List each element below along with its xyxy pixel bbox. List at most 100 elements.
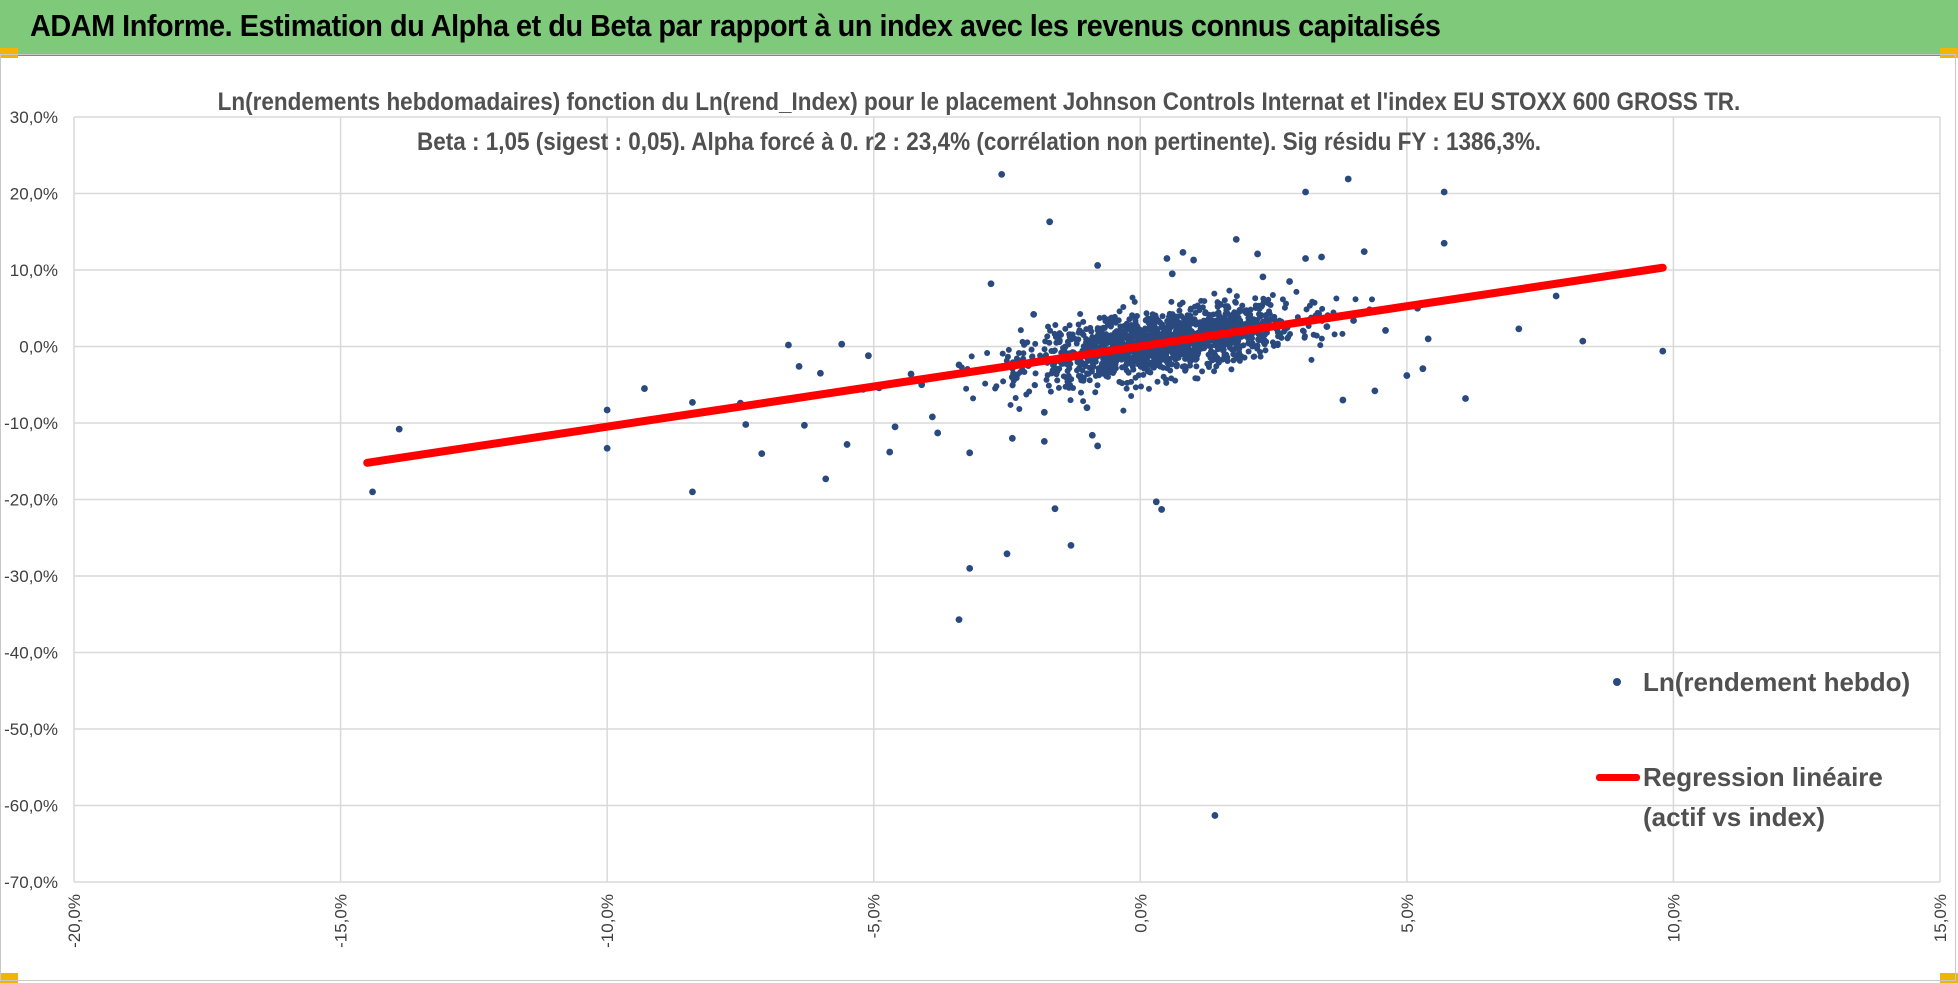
data-point (1179, 249, 1187, 256)
data-point (1173, 361, 1180, 368)
data-point (1202, 309, 1209, 316)
data-point (1080, 318, 1087, 325)
data-point (1045, 323, 1052, 330)
data-point (1020, 350, 1027, 357)
y-tick-label: 0,0% (19, 338, 58, 357)
data-point (1131, 351, 1138, 358)
data-point (1318, 253, 1325, 261)
data-point (1098, 333, 1105, 340)
data-point (1107, 323, 1114, 330)
data-point (1083, 326, 1090, 333)
data-point (1228, 366, 1235, 373)
data-point (1052, 334, 1059, 341)
data-point (1000, 378, 1007, 385)
data-point (1169, 322, 1176, 329)
data-point (1218, 324, 1225, 331)
data-point (1079, 367, 1086, 374)
data-point (1157, 353, 1164, 360)
data-point (1110, 336, 1117, 343)
data-point (641, 385, 648, 392)
data-point (934, 429, 942, 437)
data-point (1166, 310, 1173, 317)
data-point (1108, 355, 1115, 362)
y-tick-label: -50,0% (4, 720, 58, 739)
data-point (1179, 299, 1186, 306)
data-point (1262, 347, 1269, 354)
chart-title-block: Ln(rendements hebdomadaires) fonction du… (0, 82, 1958, 162)
corner-marker-bottom-right (1940, 973, 1958, 983)
data-point (1097, 325, 1104, 332)
data-point (1048, 370, 1055, 377)
data-point (1221, 297, 1228, 304)
data-point (1424, 335, 1432, 343)
data-point (1310, 331, 1317, 338)
data-point (1257, 313, 1264, 320)
data-point (1019, 338, 1026, 345)
data-point (1155, 317, 1162, 324)
data-point (1256, 306, 1263, 313)
data-point (1229, 346, 1236, 353)
data-point (1126, 323, 1133, 330)
data-point (1040, 408, 1048, 416)
data-point (1260, 295, 1267, 302)
data-point (1211, 290, 1218, 297)
data-point (1167, 367, 1174, 374)
data-point (1207, 343, 1214, 350)
data-point (1056, 365, 1063, 372)
chart-title: Ln(rendements hebdomadaires) fonction du… (217, 88, 1741, 116)
data-point (1210, 349, 1217, 356)
data-point (1187, 353, 1194, 360)
data-point (1124, 379, 1131, 386)
data-point (1232, 298, 1239, 305)
data-point (1350, 317, 1357, 324)
data-point (843, 441, 851, 448)
data-point (1243, 333, 1250, 340)
data-point (1140, 371, 1147, 378)
data-point (1120, 303, 1127, 310)
data-point (795, 362, 803, 370)
data-point (1062, 343, 1069, 350)
data-point (1233, 293, 1240, 300)
data-point (1029, 353, 1036, 360)
y-tick-label: -20,0% (4, 491, 58, 510)
data-point (966, 449, 974, 457)
y-tick-label: 30,0% (10, 108, 58, 127)
x-tick-label: -10,0% (598, 894, 617, 948)
data-point (1066, 384, 1073, 391)
data-point (1085, 370, 1092, 377)
data-point (1245, 314, 1252, 321)
data-point (1143, 310, 1150, 317)
data-point (801, 421, 808, 429)
data-point (1266, 308, 1273, 315)
data-point (984, 349, 991, 356)
data-point (1211, 812, 1219, 819)
data-point (1132, 315, 1139, 322)
data-point (1037, 352, 1044, 359)
data-point (1067, 542, 1075, 549)
data-point (999, 350, 1006, 357)
data-point (1132, 332, 1139, 339)
data-point (1065, 372, 1072, 379)
data-point (1245, 348, 1252, 355)
data-point (1031, 381, 1038, 388)
data-point (1339, 396, 1347, 404)
data-point (689, 488, 696, 496)
data-point (1229, 338, 1236, 345)
data-point (1046, 339, 1053, 346)
report-banner: ADAM Informe. Estimation du Alpha et du … (0, 0, 1958, 56)
grid-lines (73, 116, 1941, 883)
data-point (1088, 328, 1095, 335)
data-point (955, 361, 963, 369)
x-tick-label: 5,0% (1398, 894, 1417, 933)
legend-line-marker (1596, 774, 1640, 781)
data-point (1279, 296, 1286, 303)
data-point (1318, 335, 1325, 342)
data-point (1030, 310, 1038, 318)
data-point (1195, 350, 1202, 357)
data-point (992, 385, 999, 392)
data-point (1225, 318, 1232, 325)
data-point (1265, 296, 1272, 303)
data-point (886, 448, 894, 456)
data-point (1311, 299, 1318, 306)
